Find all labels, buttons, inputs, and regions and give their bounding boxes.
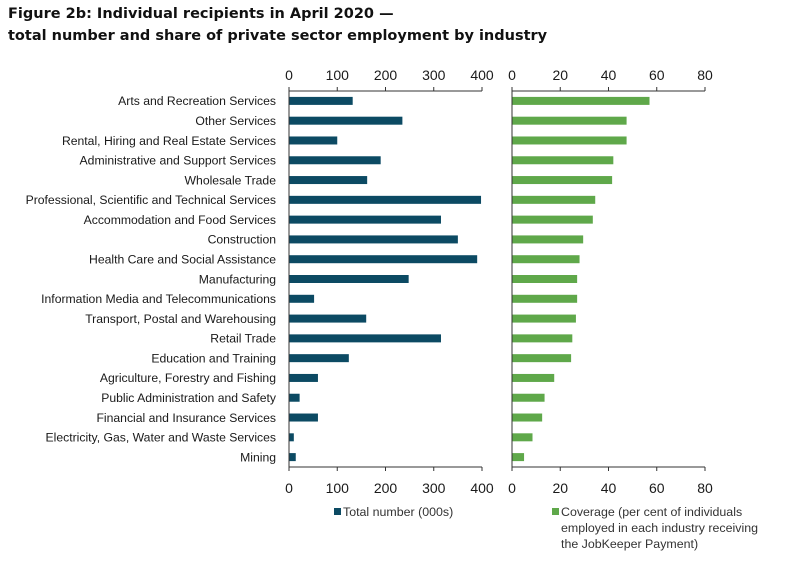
coverage-bar [512, 116, 627, 125]
chart-title-line-2: total number and share of private sector… [8, 28, 548, 44]
total-bar [289, 235, 458, 244]
total-tick-label-top: 0 [285, 67, 293, 83]
category-label: Professional, Scientific and Technical S… [26, 193, 276, 207]
coverage-bar [512, 433, 533, 442]
coverage-tick-label-top: 0 [508, 67, 516, 83]
category-label: Administrative and Support Services [80, 154, 276, 168]
coverage-tick-label-bottom: 80 [697, 480, 713, 496]
total-tick-label-top: 300 [422, 67, 446, 83]
coverage-bar [512, 275, 578, 283]
total-tick-label-bottom: 0 [285, 480, 293, 496]
coverage-bar [512, 215, 593, 224]
coverage-bar [512, 176, 613, 185]
total-tick-label-bottom: 100 [326, 480, 350, 496]
coverage-legend-label: employed in each industry receiving [561, 521, 758, 535]
total-bar [289, 334, 441, 343]
total-bar [289, 215, 441, 224]
coverage-bar [512, 314, 576, 323]
total-bar [289, 136, 338, 145]
total-bar [289, 156, 381, 165]
category-label: Rental, Hiring and Real Estate Services [62, 134, 276, 148]
coverage-bar [512, 413, 543, 422]
total-bar [289, 433, 294, 442]
coverage-legend-label: Coverage (per cent of individuals [561, 505, 742, 519]
coverage-bar [512, 294, 578, 303]
coverage-bar [512, 354, 572, 363]
category-label: Public Administration and Safety [101, 391, 277, 405]
category-label: Wholesale Trade [185, 173, 277, 187]
category-label: Electricity, Gas, Water and Waste Servic… [46, 431, 277, 445]
total-tick-label-bottom: 200 [374, 480, 398, 496]
category-label: Accommodation and Food Services [84, 213, 276, 227]
category-label: Health Care and Social Assistance [89, 253, 276, 267]
coverage-bar [512, 373, 555, 382]
category-label: Financial and Insurance Services [96, 411, 276, 425]
total-bar [289, 116, 403, 125]
total-bar [289, 96, 353, 105]
category-label: Education and Training [151, 351, 276, 365]
coverage-tick-label-bottom: 20 [552, 480, 568, 496]
total-tick-label-bottom: 400 [470, 480, 494, 496]
total-legend-swatch [334, 508, 341, 515]
coverage-bar [512, 393, 545, 402]
coverage-bar [512, 96, 650, 105]
category-label: Retail Trade [210, 332, 276, 346]
total-tick-label-bottom: 300 [422, 480, 446, 496]
category-label: Transport, Postal and Warehousing [85, 312, 276, 326]
coverage-tick-label-top: 60 [649, 67, 665, 83]
category-label: Construction [208, 233, 276, 247]
coverage-tick-label-bottom: 40 [601, 480, 617, 496]
total-bar [289, 453, 296, 462]
coverage-legend-label: the JobKeeper Payment) [561, 537, 698, 551]
coverage-legend-swatch [552, 508, 559, 515]
coverage-tick-label-top: 20 [552, 67, 568, 83]
coverage-tick-label-bottom: 0 [508, 480, 516, 496]
coverage-bar [512, 195, 596, 204]
total-bar [289, 255, 478, 264]
total-bar [289, 195, 482, 204]
coverage-bar [512, 453, 525, 462]
total-bar [289, 413, 318, 422]
category-label: Information Media and Telecommunications [41, 292, 276, 306]
category-label: Mining [240, 450, 276, 464]
coverage-bar [512, 136, 627, 145]
total-tick-label-top: 200 [374, 67, 398, 83]
total-bar [289, 393, 300, 402]
category-label: Arts and Recreation Services [118, 94, 276, 108]
total-bar [289, 354, 349, 363]
category-label: Other Services [195, 114, 276, 128]
total-bar [289, 294, 315, 303]
coverage-tick-label-bottom: 60 [649, 480, 665, 496]
chart-title-line-1: Figure 2b: Individual recipients in Apri… [8, 6, 394, 22]
coverage-tick-label-top: 80 [697, 67, 713, 83]
total-bar [289, 275, 409, 283]
total-bar [289, 314, 367, 323]
coverage-bar [512, 334, 573, 343]
coverage-bar [512, 255, 580, 264]
category-label: Agriculture, Forestry and Fishing [100, 371, 276, 385]
coverage-bar [512, 235, 584, 244]
total-legend-label: Total number (000s) [343, 505, 453, 519]
category-label: Manufacturing [199, 272, 276, 286]
total-tick-label-top: 400 [470, 67, 494, 83]
total-tick-label-top: 100 [326, 67, 350, 83]
total-bar [289, 176, 368, 185]
coverage-bar [512, 156, 614, 165]
total-bar [289, 373, 318, 382]
coverage-tick-label-top: 40 [601, 67, 617, 83]
